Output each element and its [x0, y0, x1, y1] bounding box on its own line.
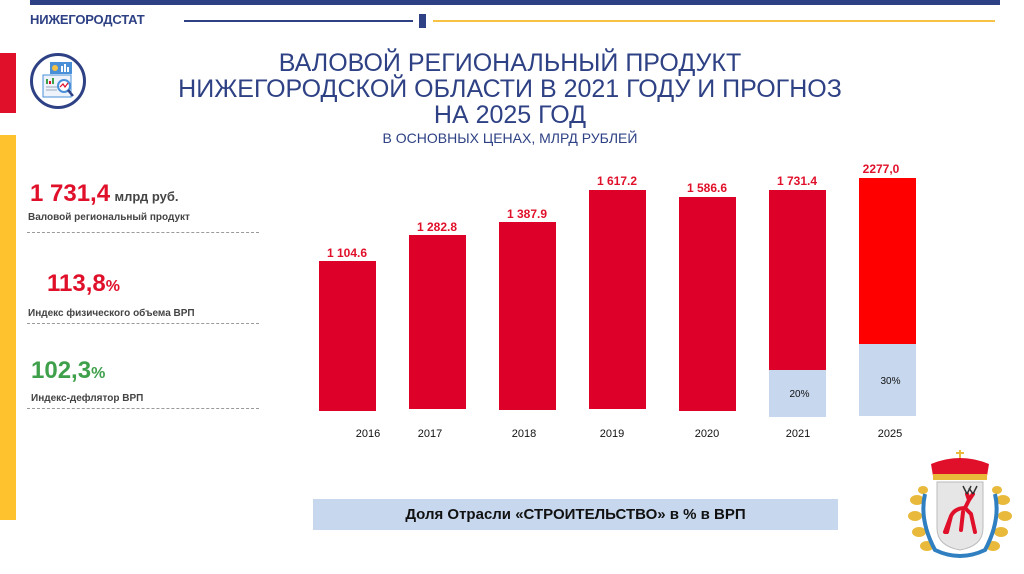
- report-analytics-icon: [30, 53, 86, 109]
- kpi-deflator-value: 102,3: [31, 357, 92, 384]
- value-label-2021: 1 731.4: [776, 174, 818, 188]
- x-tick-2025: 2025: [877, 428, 903, 440]
- x-tick-2020: 2020: [694, 428, 720, 440]
- chart-subtitle: В ОСНОВНЫХ ЦЕНАХ, МЛРД РУБЛЕЙ: [382, 130, 638, 146]
- kpi-grp-unit: млрд руб.: [114, 189, 179, 204]
- header-divider-yellow: [433, 20, 995, 22]
- title-line-1: ВАЛОВОЙ РЕГИОНАЛЬНЫЙ ПРОДУКТ: [278, 49, 742, 77]
- value-label-2017: 1 282.8: [416, 220, 458, 234]
- share-label-2021: 20%: [789, 389, 810, 400]
- bar-2021: [769, 190, 826, 370]
- bar-2021-construction-share: [769, 370, 826, 417]
- side-accent-red: [0, 53, 16, 113]
- x-tick-2017: 2017: [417, 428, 443, 440]
- value-label-2016: 1 104.6: [326, 246, 368, 260]
- bar-2019: [589, 190, 646, 409]
- bar-2016: [319, 261, 376, 411]
- value-label-2020: 1 586.6: [686, 181, 728, 195]
- bar-2018: [499, 222, 556, 410]
- brand-name: НИЖЕГОРОДСТАТ: [30, 12, 145, 27]
- top-bar: [30, 0, 1000, 5]
- divider: [27, 232, 259, 233]
- kpi-grp: 1 731,4 млрд руб.: [30, 180, 179, 208]
- kpi-grp-value: 1 731,4: [30, 180, 111, 207]
- kpi-volume-index-value: 113,8: [47, 270, 106, 297]
- kpi-volume-index: 113,8%: [47, 270, 120, 298]
- kpi-grp-label: Валовой региональный продукт: [28, 212, 190, 223]
- kpi-deflator: 102,3%: [31, 357, 105, 385]
- value-label-2025: 2277,0: [862, 162, 900, 176]
- bar-2025: [859, 178, 916, 344]
- title-line-3: НА 2025 ГОД: [433, 101, 587, 129]
- side-accent-yellow: [0, 135, 16, 520]
- x-tick-2019: 2019: [599, 428, 625, 440]
- share-label-2025: 30%: [880, 376, 901, 387]
- header-divider-blue: [184, 20, 413, 22]
- x-tick-2021: 2021: [785, 428, 811, 440]
- kpi-volume-index-unit: %: [105, 278, 120, 295]
- divider: [27, 323, 259, 324]
- kpi-deflator-unit: %: [91, 365, 106, 382]
- construction-share-banner: Доля Отрасли «СТРОИТЕЛЬСТВО» в % в ВРП: [313, 499, 838, 530]
- value-label-2018: 1 387.9: [506, 207, 548, 221]
- divider: [27, 408, 259, 409]
- kpi-deflator-label: Индекс-дефлятор ВРП: [31, 393, 144, 404]
- bar-2020: [679, 197, 736, 411]
- chart-title: ВАЛОВОЙ РЕГИОНАЛЬНЫЙ ПРОДУКТ НИЖЕГОРОДСК…: [100, 50, 920, 128]
- header-divider-marker: [419, 14, 426, 28]
- x-tick-2016: 2016: [355, 428, 381, 440]
- x-tick-2018: 2018: [511, 428, 537, 440]
- bar-2025-construction-share: [859, 344, 916, 416]
- title-line-2: НИЖЕГОРОДСКОЙ ОБЛАСТИ В 2021 ГОДУ И ПРОГ…: [178, 75, 842, 103]
- nizhny-novgorod-coat-of-arms-icon: [905, 450, 1015, 568]
- kpi-volume-index-label: Индекс физического объема ВРП: [28, 308, 195, 319]
- bar-2017: [409, 235, 466, 409]
- value-label-2019: 1 617.2: [596, 174, 638, 188]
